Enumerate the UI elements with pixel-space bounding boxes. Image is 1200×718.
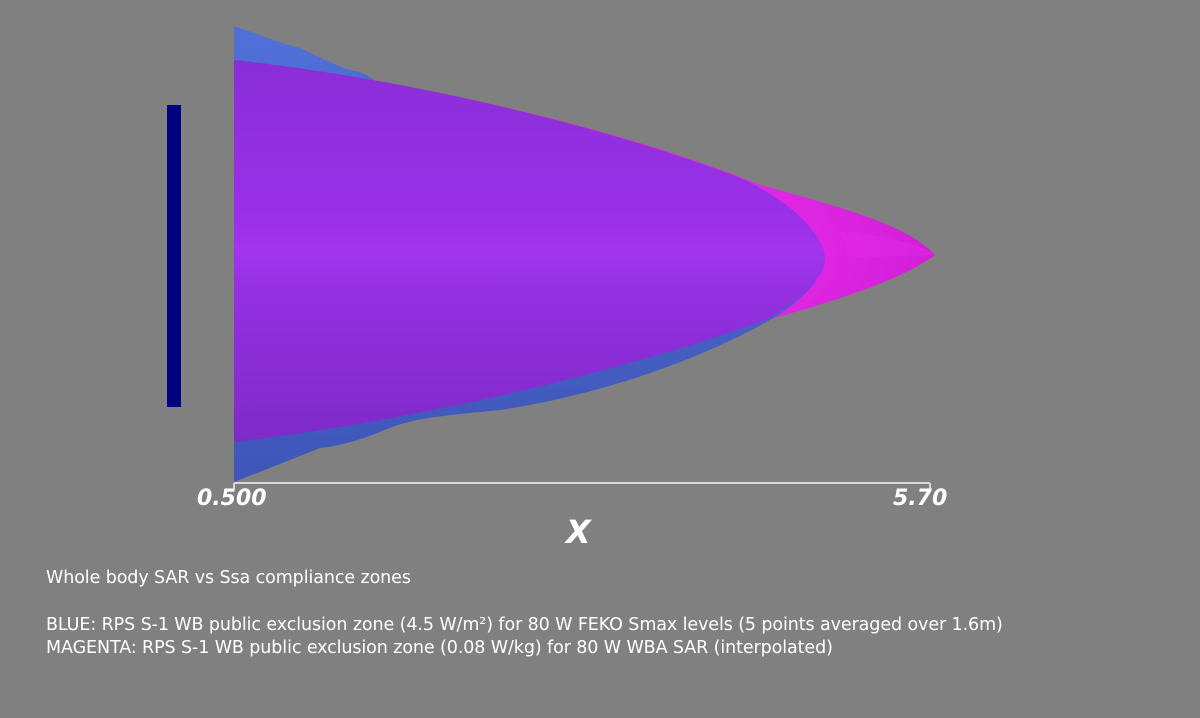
antenna-bar xyxy=(167,105,181,407)
caption-magenta-legend: MAGENTA: RPS S-1 WB public exclusion zon… xyxy=(46,638,833,658)
magenta-zone-tip-shade xyxy=(840,232,935,258)
x-axis-min-label: 0.500 xyxy=(197,486,267,511)
x-axis-title: X xyxy=(566,513,591,551)
x-axis-max-label: 5.70 xyxy=(893,486,948,511)
caption-blue-legend: BLUE: RPS S-1 WB public exclusion zone (… xyxy=(46,615,1003,635)
caption-title: Whole body SAR vs Ssa compliance zones xyxy=(46,568,411,588)
overlap-zone xyxy=(234,60,825,442)
